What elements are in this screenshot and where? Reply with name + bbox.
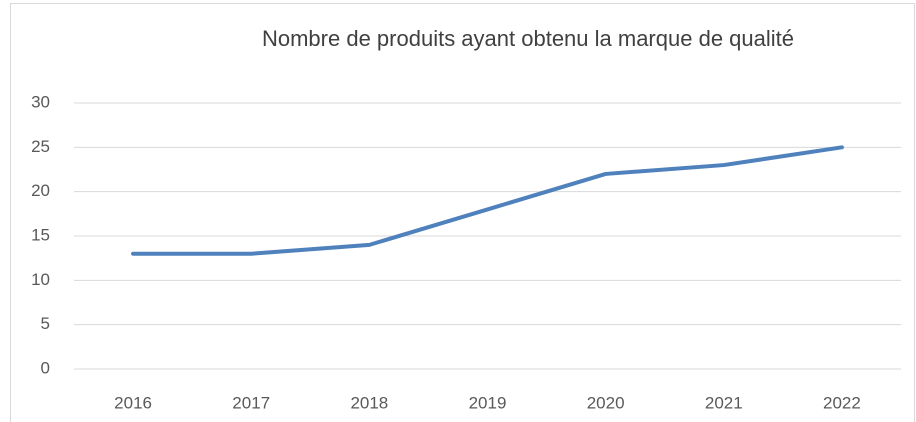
x-tick-label: 2021 — [705, 393, 743, 412]
y-tick-label: 25 — [31, 137, 50, 156]
y-tick-label: 20 — [31, 181, 50, 200]
chart-frame — [10, 3, 915, 422]
x-tick-label: 2016 — [114, 393, 152, 412]
data-line — [131, 145, 844, 256]
x-tick-label: 2022 — [823, 393, 861, 412]
x-tick-label: 2018 — [350, 393, 388, 412]
y-tick-label: 15 — [31, 225, 50, 244]
y-tick-label: 0 — [41, 358, 50, 377]
x-tick-label: 2017 — [232, 393, 270, 412]
y-tick-label: 5 — [41, 314, 50, 333]
y-tick-label: 30 — [31, 92, 50, 111]
y-tick-label: 10 — [31, 270, 50, 289]
chart-title: Nombre de produits ayant obtenu la marqu… — [262, 26, 794, 51]
x-tick-label: 2019 — [469, 393, 507, 412]
x-tick-label: 2020 — [587, 393, 625, 412]
